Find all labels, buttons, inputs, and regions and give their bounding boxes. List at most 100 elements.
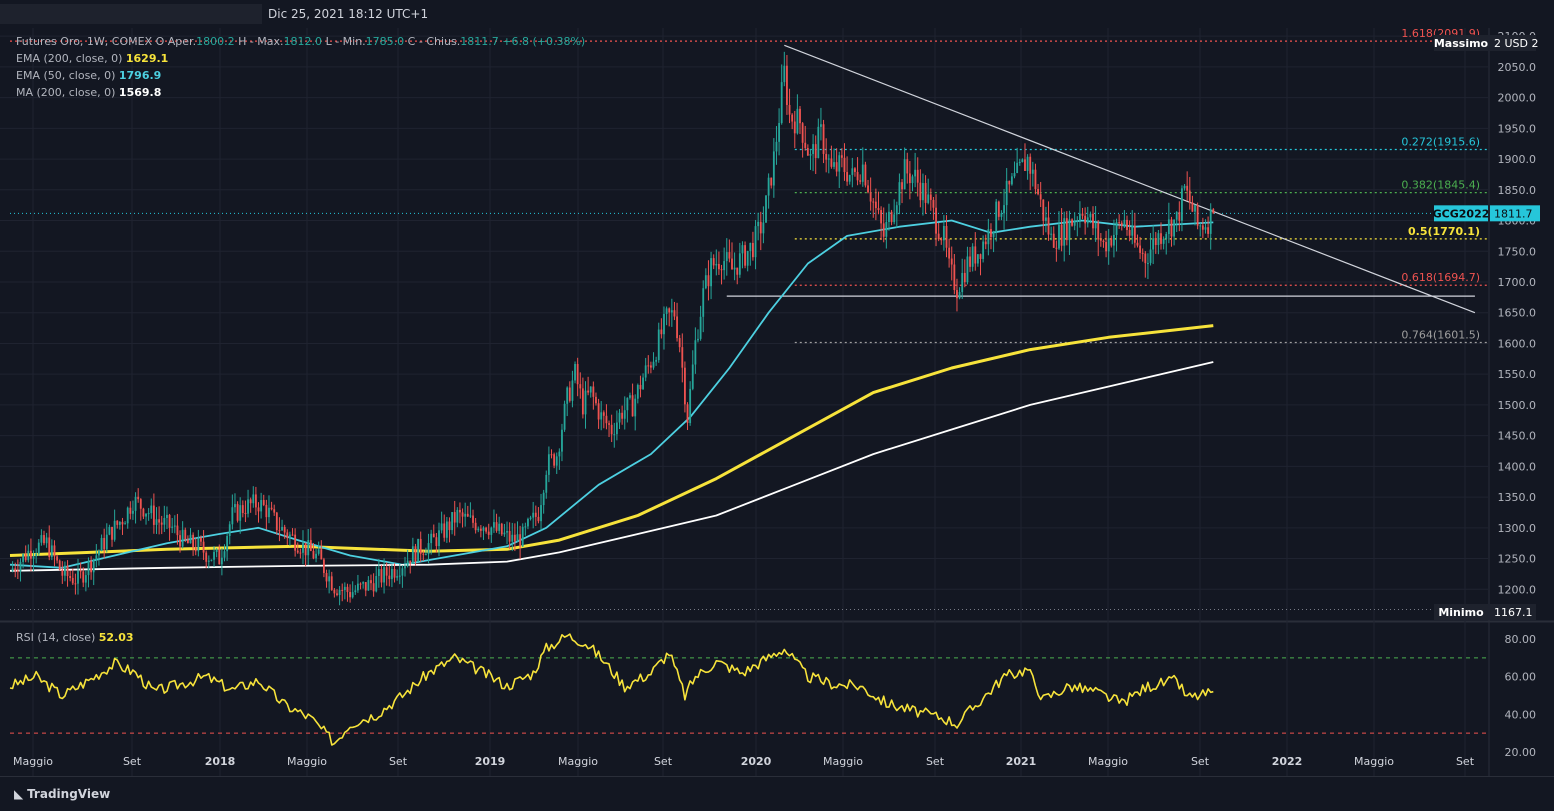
candle <box>220 548 223 576</box>
legend-ema200[interactable]: EMA (200, close, 0) 1629.1 <box>16 52 168 65</box>
candle <box>979 253 982 276</box>
candle <box>1037 183 1039 196</box>
candle-body <box>697 338 699 341</box>
candle <box>587 376 590 396</box>
candle-body <box>506 530 508 533</box>
candle <box>448 517 451 543</box>
candle <box>202 530 205 560</box>
candle-body <box>113 520 116 540</box>
legend-close-label: C - Chius. <box>407 35 461 48</box>
candle <box>173 515 176 534</box>
candle-body <box>139 499 142 509</box>
candle <box>1110 235 1113 248</box>
candle <box>856 157 859 186</box>
candle <box>922 173 924 216</box>
candle-body <box>228 524 231 537</box>
candle-body <box>330 576 333 590</box>
candle <box>346 583 349 602</box>
main-legend[interactable]: Futures Oro, 1W, COMEX O Aper.1800.2 H -… <box>16 35 585 48</box>
candle-body <box>336 593 338 596</box>
candle <box>113 509 116 542</box>
candle <box>1204 219 1207 234</box>
candle-body <box>958 292 961 299</box>
candle <box>626 397 629 423</box>
candle <box>71 568 74 586</box>
candle-body <box>1194 205 1196 212</box>
candle-body <box>1186 185 1189 191</box>
legend-open: 1800.2 <box>196 35 235 48</box>
candle <box>341 583 344 602</box>
candle-body <box>341 590 344 592</box>
legend-ma200[interactable]: MA (200, close, 0) 1569.8 <box>16 86 161 99</box>
candle <box>1058 211 1060 251</box>
candle <box>576 357 579 397</box>
candle <box>613 422 616 448</box>
tradingview-logo[interactable]: ◣ TradingView <box>14 787 111 801</box>
candle-body <box>752 242 754 258</box>
symbol-search-box[interactable] <box>0 4 262 24</box>
candle <box>354 585 357 595</box>
candle-body <box>1191 202 1194 212</box>
candle-body <box>605 415 608 424</box>
candle <box>623 396 626 430</box>
candle <box>723 247 726 280</box>
candle <box>804 125 807 151</box>
candle-body <box>1047 217 1050 235</box>
candle-body <box>762 222 765 234</box>
candle <box>718 251 720 275</box>
candle-body <box>636 384 639 399</box>
candle <box>186 535 189 544</box>
candle <box>759 211 762 251</box>
candle <box>553 452 556 469</box>
candle-body <box>1209 209 1212 234</box>
candle-body <box>166 514 168 519</box>
candle-body <box>799 108 801 124</box>
candle <box>1167 202 1170 244</box>
candle <box>563 400 566 432</box>
candle <box>401 565 404 588</box>
candle <box>1092 206 1094 236</box>
candle-body <box>1154 238 1157 246</box>
candle-body <box>613 434 616 436</box>
candle-body <box>430 533 433 544</box>
candle-body <box>864 164 867 186</box>
legend-ema50[interactable]: EMA (50, close, 0) 1796.9 <box>16 69 161 82</box>
candle <box>223 544 226 562</box>
candle-body <box>456 509 459 523</box>
y-tick-label: 1300.0 <box>1498 522 1537 535</box>
candle-body <box>257 507 260 512</box>
candle <box>466 505 469 518</box>
candle <box>935 194 937 247</box>
candle-body <box>445 521 448 538</box>
candle <box>1026 154 1029 180</box>
x-tick-label: 2020 <box>741 755 772 768</box>
candle <box>66 560 69 587</box>
candle-body <box>121 521 124 525</box>
candle-body <box>935 207 937 234</box>
candle-body <box>440 523 443 531</box>
candle-body <box>827 158 830 160</box>
candle <box>477 526 480 533</box>
candle-body <box>945 225 948 248</box>
candle <box>105 523 108 553</box>
candle-body <box>213 552 215 560</box>
candle <box>252 486 255 508</box>
candle <box>139 498 142 521</box>
candle <box>629 392 631 400</box>
candle <box>87 557 90 588</box>
candle <box>835 148 838 177</box>
legend-rsi[interactable]: RSI (14, close) 52.03 <box>16 631 134 644</box>
candle-body <box>854 168 856 172</box>
candle-body <box>846 172 849 182</box>
candle-body <box>770 177 773 186</box>
candle-body <box>793 121 796 134</box>
candle-body <box>527 518 529 527</box>
candle <box>1178 201 1181 232</box>
candle <box>1115 218 1118 252</box>
candle-body <box>1058 224 1060 249</box>
candle-body <box>168 514 171 528</box>
candle-body <box>87 560 90 576</box>
candle <box>610 414 613 443</box>
candle <box>584 381 587 429</box>
